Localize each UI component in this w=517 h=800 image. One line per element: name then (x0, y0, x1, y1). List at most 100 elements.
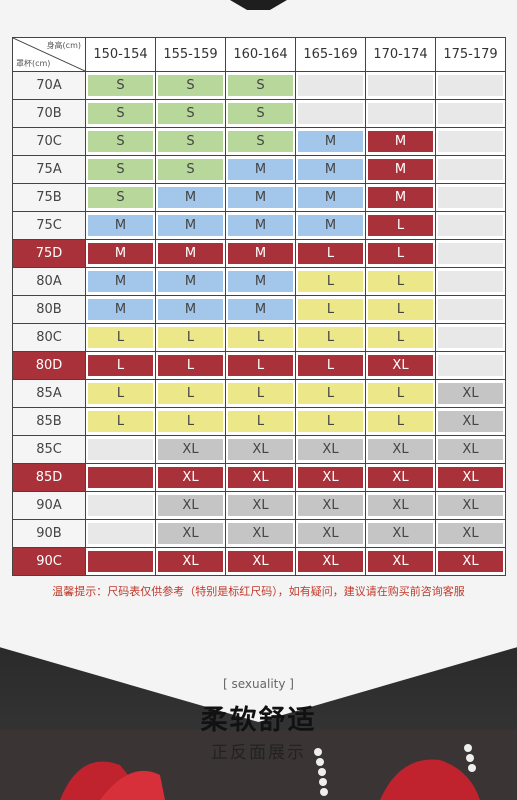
column-header: 170-174 (365, 37, 436, 72)
size-cell: M (155, 295, 226, 324)
size-cell: L (295, 239, 366, 268)
size-cell (435, 323, 506, 352)
size-value (438, 75, 503, 96)
size-cell: L (225, 407, 296, 436)
size-value: XL (158, 523, 223, 544)
size-cell: M (365, 155, 436, 184)
size-cell (435, 127, 506, 156)
column-header: 155-159 (155, 37, 226, 72)
size-value: XL (368, 439, 433, 460)
size-value: XL (438, 467, 503, 488)
size-value: L (298, 355, 363, 376)
size-cell: XL (295, 491, 366, 520)
size-value: XL (438, 523, 503, 544)
size-row-90c: 90C XL XL XL XL XL (12, 547, 506, 576)
size-value: M (368, 131, 433, 152)
size-cell: XL (365, 435, 436, 464)
size-value (368, 75, 433, 96)
size-value: S (158, 75, 223, 96)
size-value: L (298, 271, 363, 292)
size-cell: XL (365, 351, 436, 380)
size-cell: M (85, 239, 156, 268)
size-cell: S (85, 127, 156, 156)
size-cell: L (85, 407, 156, 436)
size-value: XL (438, 551, 503, 572)
size-value: L (228, 383, 293, 404)
size-value: XL (228, 495, 293, 516)
size-row-75b: 75B S M M M M (12, 183, 506, 212)
size-value: M (228, 215, 293, 236)
size-cell: M (85, 267, 156, 296)
size-value: S (88, 159, 153, 180)
size-table-body: 70A S S S 70B S S S 70C S S S M M 75A S S M M M 75B S M M M M 75C M… (12, 71, 506, 576)
column-header: 160-164 (225, 37, 296, 72)
top-notch-decoration (230, 0, 287, 10)
size-cell (435, 351, 506, 380)
size-cell: L (365, 211, 436, 240)
size-value: L (228, 327, 293, 348)
size-cell: M (365, 183, 436, 212)
size-value: M (368, 159, 433, 180)
size-cell: L (295, 295, 366, 324)
size-value (438, 103, 503, 124)
cup-size-label: 85A (12, 379, 86, 408)
size-value: L (228, 411, 293, 432)
size-value: XL (158, 467, 223, 488)
section-subtitle: 正反面展示 (211, 743, 306, 763)
size-cell: S (155, 99, 226, 128)
size-cell (435, 99, 506, 128)
size-cell: XL (435, 547, 506, 576)
size-value: L (228, 355, 293, 376)
size-value: L (298, 411, 363, 432)
size-value (298, 103, 363, 124)
size-value: M (158, 187, 223, 208)
cup-size-label: 90C (12, 547, 86, 576)
size-value (368, 103, 433, 124)
size-value: M (88, 215, 153, 236)
size-value: XL (368, 495, 433, 516)
size-cell (365, 99, 436, 128)
size-cell: M (295, 155, 366, 184)
size-cell: L (365, 379, 436, 408)
size-value: L (158, 411, 223, 432)
size-cell: S (85, 183, 156, 212)
size-cell: XL (225, 547, 296, 576)
size-cell (85, 519, 156, 548)
size-value (88, 439, 153, 460)
size-cell: L (85, 379, 156, 408)
size-row-70c: 70C S S S M M (12, 127, 506, 156)
size-value: XL (228, 439, 293, 460)
cup-size-label: 80C (12, 323, 86, 352)
size-cell (435, 267, 506, 296)
size-cell (435, 155, 506, 184)
size-cell: S (225, 99, 296, 128)
size-cell: M (225, 267, 296, 296)
size-value: M (298, 159, 363, 180)
size-value: L (88, 411, 153, 432)
size-table: 身高(cm) 罩杯(cm) 150-154 155-159 160-164 16… (12, 37, 506, 576)
size-cell: L (295, 267, 366, 296)
size-value (438, 299, 503, 320)
size-row-70a: 70A S S S (12, 71, 506, 100)
size-cell: L (365, 239, 436, 268)
size-value: M (298, 187, 363, 208)
size-cell: M (295, 211, 366, 240)
size-value (88, 467, 153, 488)
cup-size-label: 80D (12, 351, 86, 380)
size-value: XL (438, 411, 503, 432)
size-value (438, 271, 503, 292)
size-cell: L (295, 351, 366, 380)
size-cell: L (225, 351, 296, 380)
size-cell (85, 547, 156, 576)
size-cell: XL (365, 491, 436, 520)
size-value: XL (368, 467, 433, 488)
size-cell: S (225, 127, 296, 156)
size-value: L (88, 327, 153, 348)
size-value: L (368, 299, 433, 320)
size-value: L (298, 383, 363, 404)
column-header: 175-179 (435, 37, 506, 72)
size-value: XL (438, 495, 503, 516)
section-title: 柔软舒适 (200, 705, 317, 736)
size-cell: XL (435, 379, 506, 408)
size-value: XL (438, 383, 503, 404)
